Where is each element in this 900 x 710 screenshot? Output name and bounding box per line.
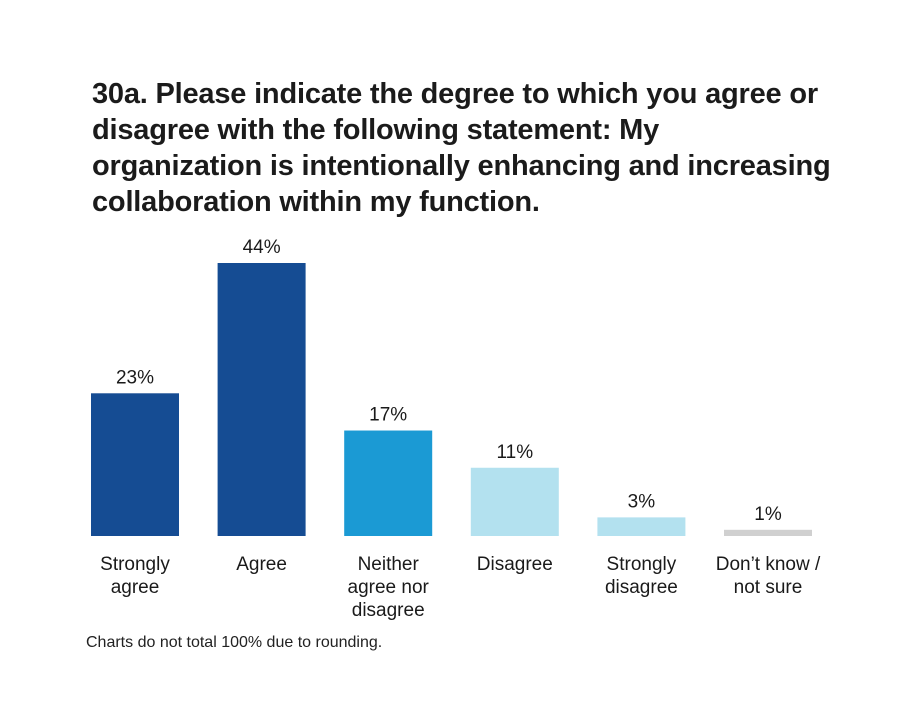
chart-title: 30a. Please indicate the degree to which… <box>92 78 831 218</box>
value-label-4: 3% <box>628 491 656 512</box>
bar-1 <box>217 263 306 536</box>
bar-0 <box>91 393 179 536</box>
value-label-2: 17% <box>369 405 407 426</box>
bar-2 <box>344 430 433 536</box>
value-label-0: 23% <box>116 367 154 388</box>
category-label-line: Disagree <box>477 554 553 575</box>
value-label-1: 44% <box>243 237 281 258</box>
category-label-5: Don’t know / not sure <box>716 554 821 598</box>
category-label-line: agree <box>111 577 160 598</box>
value-label-3: 11% <box>496 442 533 463</box>
category-label-2: Neither agree nor disagree <box>348 554 430 621</box>
category-label-line: Agree <box>236 554 287 575</box>
bar-4 <box>597 517 686 536</box>
category-label-line: Neither <box>358 554 420 575</box>
category-label-4: Strongly disagree <box>605 554 678 598</box>
footnote: Charts do not total 100% due to rounding… <box>86 634 383 651</box>
category-label-line: not sure <box>734 577 803 598</box>
category-label-line: Strongly <box>100 554 170 575</box>
value-label-5: 1% <box>754 504 782 525</box>
category-label-line: disagree <box>352 600 425 621</box>
bar-5 <box>724 529 812 536</box>
category-label-3: Disagree <box>477 554 553 575</box>
category-label-line: Strongly <box>607 554 677 575</box>
category-label-line: disagree <box>605 577 678 598</box>
category-label-line: Don’t know / <box>716 554 821 575</box>
bar-3 <box>470 467 559 536</box>
category-label-line: agree nor <box>348 577 430 598</box>
category-label-0: Strongly agree <box>100 554 170 598</box>
category-label-1: Agree <box>236 554 287 575</box>
